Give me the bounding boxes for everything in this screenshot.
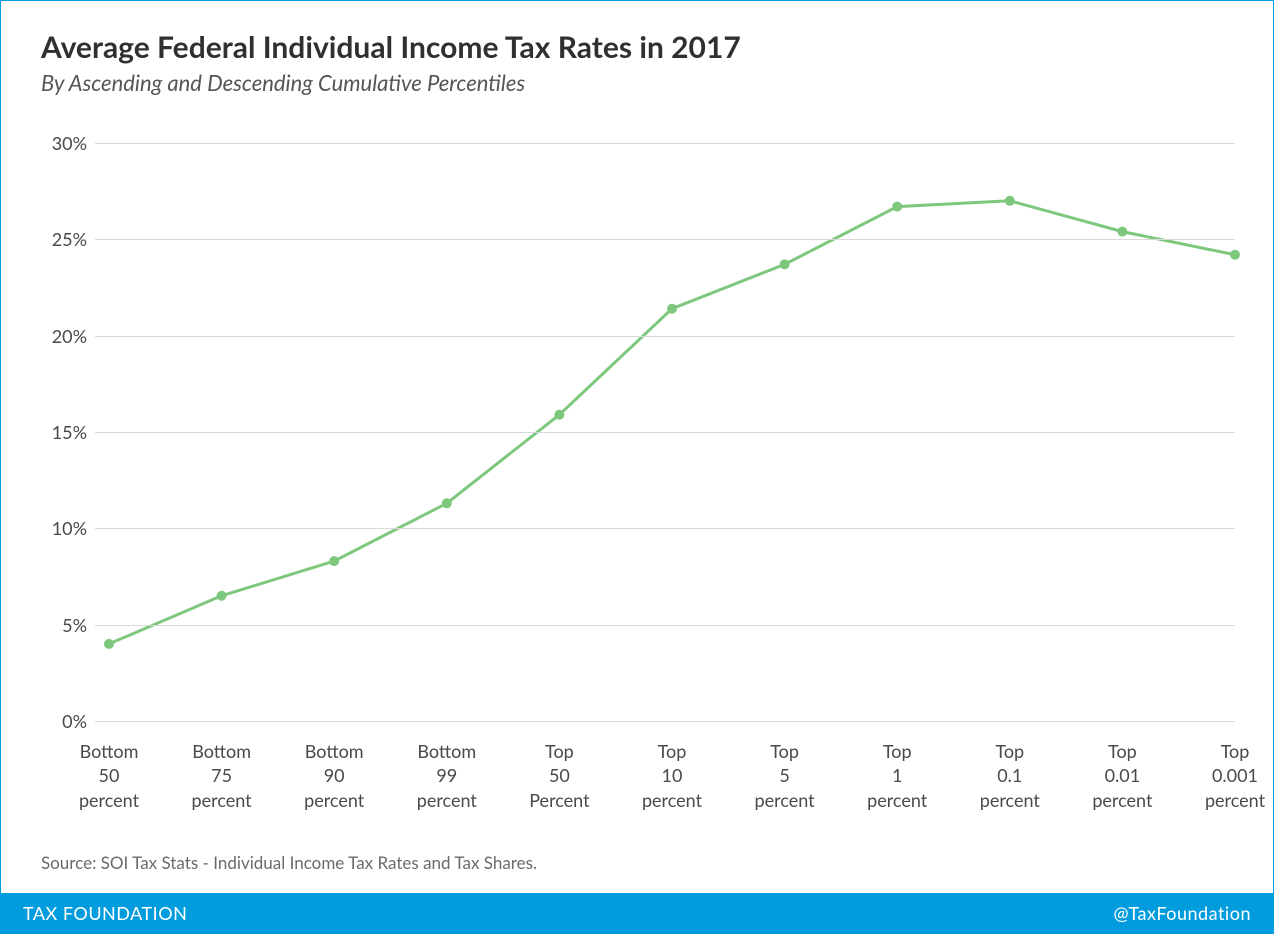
x-tick-label: Bottom 50 percent (79, 739, 139, 812)
data-marker (667, 304, 677, 314)
x-tick-label: Top 0.01 percent (1092, 739, 1152, 812)
data-marker (1117, 227, 1127, 237)
x-tick-label: Bottom 99 percent (417, 739, 477, 812)
x-tick-label: Top 1 percent (867, 739, 927, 812)
x-tick-label: Bottom 75 percent (192, 739, 252, 812)
plot-area: 0%5%10%15%20%25%30%Bottom 50 percentBott… (41, 121, 1235, 765)
data-marker (892, 202, 902, 212)
footer-org: TAX FOUNDATION (23, 902, 187, 924)
data-marker (1005, 196, 1015, 206)
y-tick-label: 20% (41, 325, 87, 347)
chart-title: Average Federal Individual Income Tax Ra… (41, 29, 741, 65)
data-marker (554, 410, 564, 420)
gridline (95, 336, 1235, 337)
x-tick-label: Top 5 percent (755, 739, 815, 812)
y-tick-label: 30% (41, 132, 87, 154)
x-tick-label: Top 0.1 percent (980, 739, 1040, 812)
y-tick-label: 15% (41, 421, 87, 443)
series-line (109, 201, 1235, 644)
data-marker (780, 259, 790, 269)
footer-bar: TAX FOUNDATION @TaxFoundation (1, 893, 1273, 933)
source-text: Source: SOI Tax Stats - Individual Incom… (41, 852, 537, 873)
data-marker (442, 498, 452, 508)
gridline (95, 721, 1235, 722)
y-tick-label: 0% (41, 710, 87, 732)
x-tick-label: Top 0.001 percent (1205, 739, 1265, 812)
data-marker (104, 639, 114, 649)
x-tick-label: Top 50 Percent (529, 739, 589, 812)
gridline (95, 432, 1235, 433)
gridline (95, 143, 1235, 144)
gridline (95, 528, 1235, 529)
data-marker (329, 556, 339, 566)
data-marker (217, 591, 227, 601)
gridline (95, 625, 1235, 626)
y-tick-label: 10% (41, 517, 87, 539)
y-tick-label: 5% (41, 614, 87, 636)
line-chart-svg (41, 121, 1235, 765)
data-marker (1230, 250, 1240, 260)
chart-frame: { "title": "Average Federal Individual I… (0, 0, 1274, 934)
gridline (95, 239, 1235, 240)
y-tick-label: 25% (41, 228, 87, 250)
x-tick-label: Top 10 percent (642, 739, 702, 812)
chart-subtitle: By Ascending and Descending Cumulative P… (41, 69, 525, 96)
x-tick-label: Bottom 90 percent (304, 739, 364, 812)
footer-handle: @TaxFoundation (1113, 902, 1251, 924)
